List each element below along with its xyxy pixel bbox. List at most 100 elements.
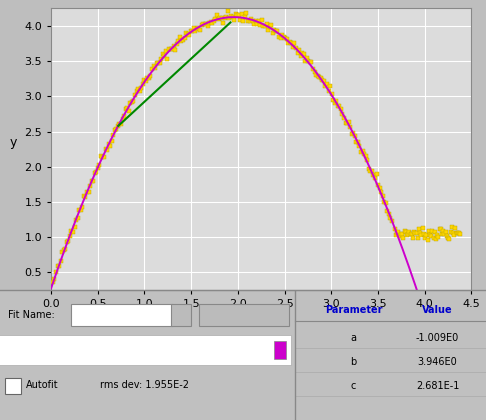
Text: Parameter: Parameter bbox=[325, 305, 382, 315]
Point bbox=[360, 151, 368, 158]
Point bbox=[391, 226, 399, 232]
Point bbox=[415, 226, 423, 232]
Point bbox=[65, 237, 72, 244]
Point bbox=[235, 12, 243, 19]
Point bbox=[357, 148, 365, 155]
Point bbox=[165, 46, 173, 52]
Point bbox=[284, 39, 292, 46]
Point bbox=[407, 231, 415, 238]
Point bbox=[66, 233, 74, 240]
Point bbox=[455, 229, 463, 236]
Point bbox=[185, 31, 193, 38]
Point bbox=[244, 18, 252, 25]
FancyBboxPatch shape bbox=[274, 341, 286, 359]
Point bbox=[325, 87, 332, 94]
Point bbox=[155, 59, 162, 66]
Point bbox=[257, 22, 264, 29]
FancyBboxPatch shape bbox=[0, 335, 291, 365]
Point bbox=[173, 41, 181, 47]
Point bbox=[298, 50, 306, 57]
Point bbox=[105, 140, 113, 147]
Point bbox=[61, 246, 69, 252]
Point bbox=[78, 204, 86, 210]
Text: 3.946E0: 3.946E0 bbox=[417, 357, 457, 367]
Point bbox=[274, 27, 281, 34]
Point bbox=[280, 33, 288, 40]
Point bbox=[57, 258, 65, 265]
Point bbox=[221, 14, 229, 21]
Point bbox=[430, 235, 437, 242]
Point bbox=[208, 19, 216, 26]
Point bbox=[381, 199, 388, 206]
Point bbox=[191, 27, 199, 34]
FancyBboxPatch shape bbox=[171, 304, 191, 326]
Text: Fit Name:: Fit Name: bbox=[8, 310, 55, 320]
Point bbox=[130, 97, 138, 104]
Point bbox=[206, 20, 213, 26]
Point bbox=[349, 130, 357, 136]
Point bbox=[425, 227, 433, 234]
Point bbox=[314, 73, 322, 80]
Point bbox=[405, 229, 413, 236]
Point bbox=[189, 27, 196, 34]
Point bbox=[99, 154, 106, 160]
Point bbox=[103, 147, 111, 154]
Point bbox=[397, 230, 405, 237]
Point bbox=[77, 206, 85, 213]
Point bbox=[159, 51, 167, 58]
Point bbox=[365, 165, 373, 172]
Point bbox=[247, 16, 255, 23]
Point bbox=[409, 234, 417, 241]
Point bbox=[172, 47, 179, 53]
Point bbox=[160, 53, 168, 60]
Point bbox=[240, 18, 247, 25]
Point bbox=[223, 14, 230, 21]
Point bbox=[269, 30, 277, 37]
Point bbox=[438, 231, 446, 238]
Point bbox=[267, 22, 275, 29]
Point bbox=[303, 55, 311, 62]
Point bbox=[421, 234, 429, 241]
Point bbox=[194, 25, 202, 31]
Point bbox=[153, 60, 160, 66]
Text: Parabola: Parabola bbox=[101, 310, 143, 320]
Point bbox=[136, 88, 143, 94]
Text: Value: Value bbox=[422, 305, 453, 315]
Point bbox=[211, 16, 219, 22]
Point bbox=[315, 74, 323, 80]
Point bbox=[74, 214, 82, 221]
Point bbox=[264, 26, 272, 33]
Point bbox=[410, 228, 418, 235]
Point bbox=[80, 193, 88, 199]
Point bbox=[236, 16, 244, 23]
Point bbox=[72, 217, 80, 224]
Point bbox=[111, 127, 119, 134]
Text: Fit Equation:: Fit Equation: bbox=[8, 345, 69, 355]
Point bbox=[431, 228, 439, 235]
Point bbox=[297, 52, 305, 59]
Point bbox=[245, 17, 253, 24]
Point bbox=[444, 235, 452, 242]
Point bbox=[404, 231, 412, 237]
Point bbox=[427, 232, 435, 239]
Point bbox=[250, 21, 258, 28]
Point bbox=[364, 156, 371, 163]
Point bbox=[147, 73, 155, 80]
Point bbox=[179, 37, 187, 43]
Point bbox=[261, 23, 269, 29]
Point bbox=[157, 55, 165, 62]
Point bbox=[201, 21, 208, 27]
Point bbox=[258, 16, 266, 23]
Point bbox=[420, 230, 428, 237]
Point bbox=[434, 234, 442, 240]
Point bbox=[434, 232, 441, 239]
Text: Fit Builder...: Fit Builder... bbox=[215, 310, 273, 320]
Point bbox=[164, 56, 172, 63]
Text: rms dev: 1.955E-2: rms dev: 1.955E-2 bbox=[100, 380, 189, 390]
Point bbox=[335, 103, 343, 110]
Point bbox=[437, 225, 445, 232]
Point bbox=[176, 34, 184, 40]
Point bbox=[342, 119, 349, 126]
Point bbox=[320, 78, 328, 84]
Point bbox=[226, 14, 233, 21]
